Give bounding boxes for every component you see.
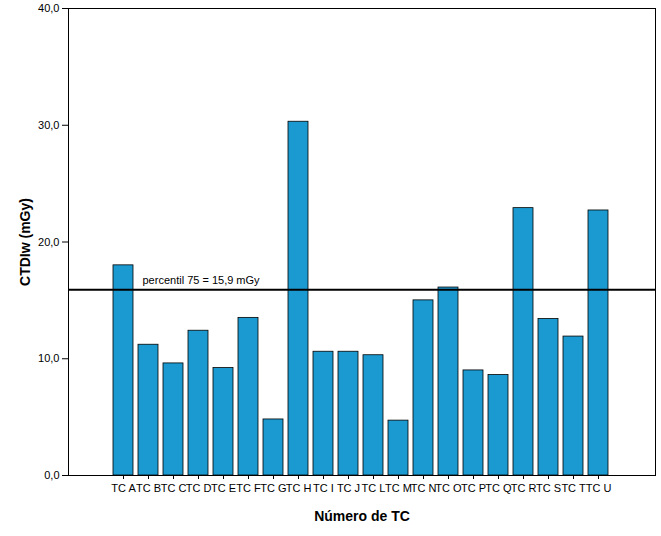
svg-text:TC H: TC H	[286, 482, 312, 494]
svg-text:TC Q: TC Q	[485, 482, 512, 494]
svg-text:TC D: TC D	[186, 482, 212, 494]
svg-text:30,0: 30,0	[38, 119, 59, 131]
svg-text:Número de TC: Número de TC	[314, 508, 410, 524]
svg-text:CTDIw (mGy): CTDIw (mGy)	[17, 198, 33, 286]
svg-text:TC T: TC T	[561, 482, 586, 494]
svg-text:TC P: TC P	[461, 482, 486, 494]
svg-text:0,0: 0,0	[44, 469, 59, 481]
svg-text:TC L: TC L	[362, 482, 386, 494]
svg-text:TC J: TC J	[337, 482, 360, 494]
svg-text:TC I: TC I	[313, 482, 334, 494]
svg-text:20,0: 20,0	[38, 236, 59, 248]
svg-text:TC N: TC N	[411, 482, 437, 494]
svg-text:40,0: 40,0	[38, 2, 59, 14]
svg-text:TC C: TC C	[161, 482, 187, 494]
svg-text:TC S: TC S	[536, 482, 561, 494]
svg-text:TC B: TC B	[136, 482, 161, 494]
svg-text:TC M: TC M	[385, 482, 412, 494]
svg-text:TC G: TC G	[260, 482, 286, 494]
svg-text:TC E: TC E	[211, 482, 236, 494]
svg-text:percentil 75 = 15,9 mGy: percentil 75 = 15,9 mGy	[143, 274, 261, 286]
svg-text:TC O: TC O	[435, 482, 462, 494]
svg-text:TC F: TC F	[236, 482, 261, 494]
svg-text:TC R: TC R	[511, 482, 537, 494]
svg-text:TC U: TC U	[586, 482, 612, 494]
svg-text:TC A: TC A	[111, 482, 136, 494]
svg-text:10,0: 10,0	[38, 352, 59, 364]
